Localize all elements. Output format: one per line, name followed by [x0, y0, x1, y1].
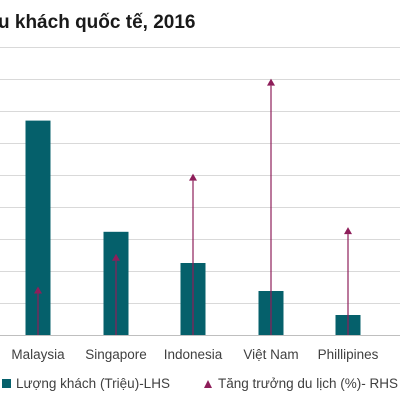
- marker-việt-nam: [267, 78, 275, 86]
- marker-phillipines: [344, 227, 352, 235]
- x-axis-labels: Malaysia Singapore Indonesia Việt Nam Philli…: [11, 347, 379, 362]
- x-label: Malaysia: [11, 347, 65, 362]
- x-label: Indonesia: [164, 347, 223, 362]
- marker-indonesia: [189, 173, 197, 181]
- chart-plot: Malaysia Singapore Indonesia Việt Nam Philli…: [0, 47, 400, 362]
- marker-series: [34, 78, 352, 335]
- legend: Lượng khách (Triệu)-LHS Tăng trưởng du l…: [0, 376, 400, 398]
- legend-label-visitors: Lượng khách (Triệu)-LHS: [16, 376, 170, 391]
- legend-item-growth: Tăng trưởng du lịch (%)- RHS: [204, 376, 398, 391]
- legend-label-growth: Tăng trưởng du lịch (%)- RHS: [218, 376, 398, 391]
- x-label: Việt Nam: [243, 347, 298, 362]
- gridlines: [0, 47, 400, 336]
- legend-swatch-bar: [2, 379, 11, 388]
- marker-malaysia: [34, 286, 42, 294]
- legend-swatch-triangle: [204, 379, 212, 388]
- x-label: Phillipines: [318, 347, 379, 362]
- x-label: Singapore: [85, 347, 147, 362]
- chart-title: u khách quốc tế, 2016: [0, 12, 196, 33]
- legend-item-visitors: Lượng khách (Triệu)-LHS: [2, 376, 170, 391]
- marker-singapore: [112, 253, 120, 261]
